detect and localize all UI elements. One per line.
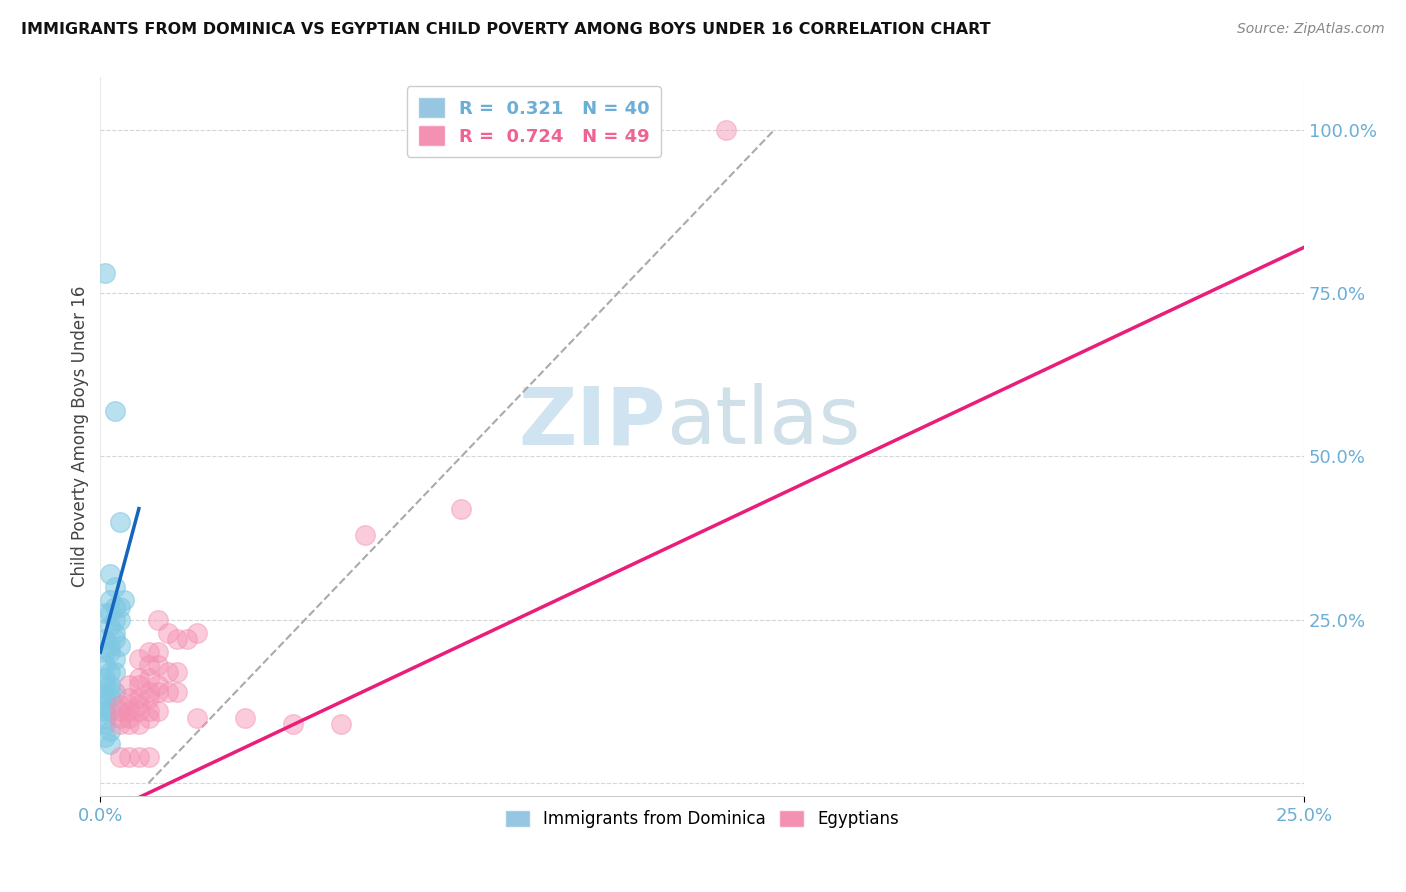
Point [146,613,169,627]
Text: Source: ZipAtlas.com: Source: ZipAtlas.com [1237,22,1385,37]
Point [146,678,169,692]
Point [118,717,141,731]
Point [94,645,117,659]
Point [354,528,377,542]
Point [94,717,117,731]
Point [108,515,131,529]
Point [98,723,121,738]
Point [98,665,121,679]
Point [128,678,150,692]
Point [94,691,117,706]
Point [330,717,353,731]
Point [104,613,127,627]
Point [104,625,127,640]
Point [138,691,160,706]
Point [128,691,150,706]
Point [128,698,150,712]
Point [166,684,188,698]
Point [98,619,121,633]
Point [108,613,131,627]
Point [146,704,169,718]
Point [146,658,169,673]
Point [108,717,131,731]
Point [166,632,188,647]
Point [104,665,127,679]
Point [128,652,150,666]
Point [94,704,117,718]
Point [166,665,188,679]
Point [98,645,121,659]
Point [128,717,150,731]
Point [104,652,127,666]
Point [98,639,121,653]
Point [94,267,117,281]
Point [128,750,150,764]
Point [186,711,208,725]
Point [94,658,117,673]
Point [94,672,117,686]
Point [156,684,179,698]
Point [104,580,127,594]
Point [108,698,131,712]
Point [98,566,121,581]
Point [118,711,141,725]
Point [138,750,160,764]
Point [98,678,121,692]
Point [233,711,256,725]
Point [94,632,117,647]
Point [156,625,179,640]
Text: atlas: atlas [666,384,860,461]
Point [104,403,127,417]
Point [138,704,160,718]
Point [108,639,131,653]
Point [98,737,121,751]
Point [146,684,169,698]
Point [138,684,160,698]
Point [281,717,304,731]
Text: ZIP: ZIP [519,384,666,461]
Point [98,691,121,706]
Point [118,691,141,706]
Point [118,678,141,692]
Point [716,122,738,136]
Point [98,593,121,607]
Point [186,625,208,640]
Point [108,704,131,718]
Point [94,678,117,692]
Text: IMMIGRANTS FROM DOMINICA VS EGYPTIAN CHILD POVERTY AMONG BOYS UNDER 16 CORRELATI: IMMIGRANTS FROM DOMINICA VS EGYPTIAN CHI… [21,22,991,37]
Point [118,704,141,718]
Legend: Immigrants from Dominica, Egyptians: Immigrants from Dominica, Egyptians [498,803,905,835]
Point [118,698,141,712]
Point [108,599,131,614]
Point [98,704,121,718]
Point [118,750,141,764]
Point [138,645,160,659]
Point [104,599,127,614]
Point [450,501,472,516]
Point [94,698,117,712]
Point [94,711,117,725]
Point [176,632,198,647]
Point [138,672,160,686]
Point [128,704,150,718]
Point [98,684,121,698]
Point [146,645,169,659]
Point [104,632,127,647]
Point [94,731,117,745]
Point [104,684,127,698]
Point [108,750,131,764]
Point [112,593,135,607]
Point [94,606,117,620]
Point [138,658,160,673]
Y-axis label: Child Poverty Among Boys Under 16: Child Poverty Among Boys Under 16 [72,286,89,588]
Point [156,665,179,679]
Point [138,711,160,725]
Point [108,711,131,725]
Point [98,606,121,620]
Point [128,672,150,686]
